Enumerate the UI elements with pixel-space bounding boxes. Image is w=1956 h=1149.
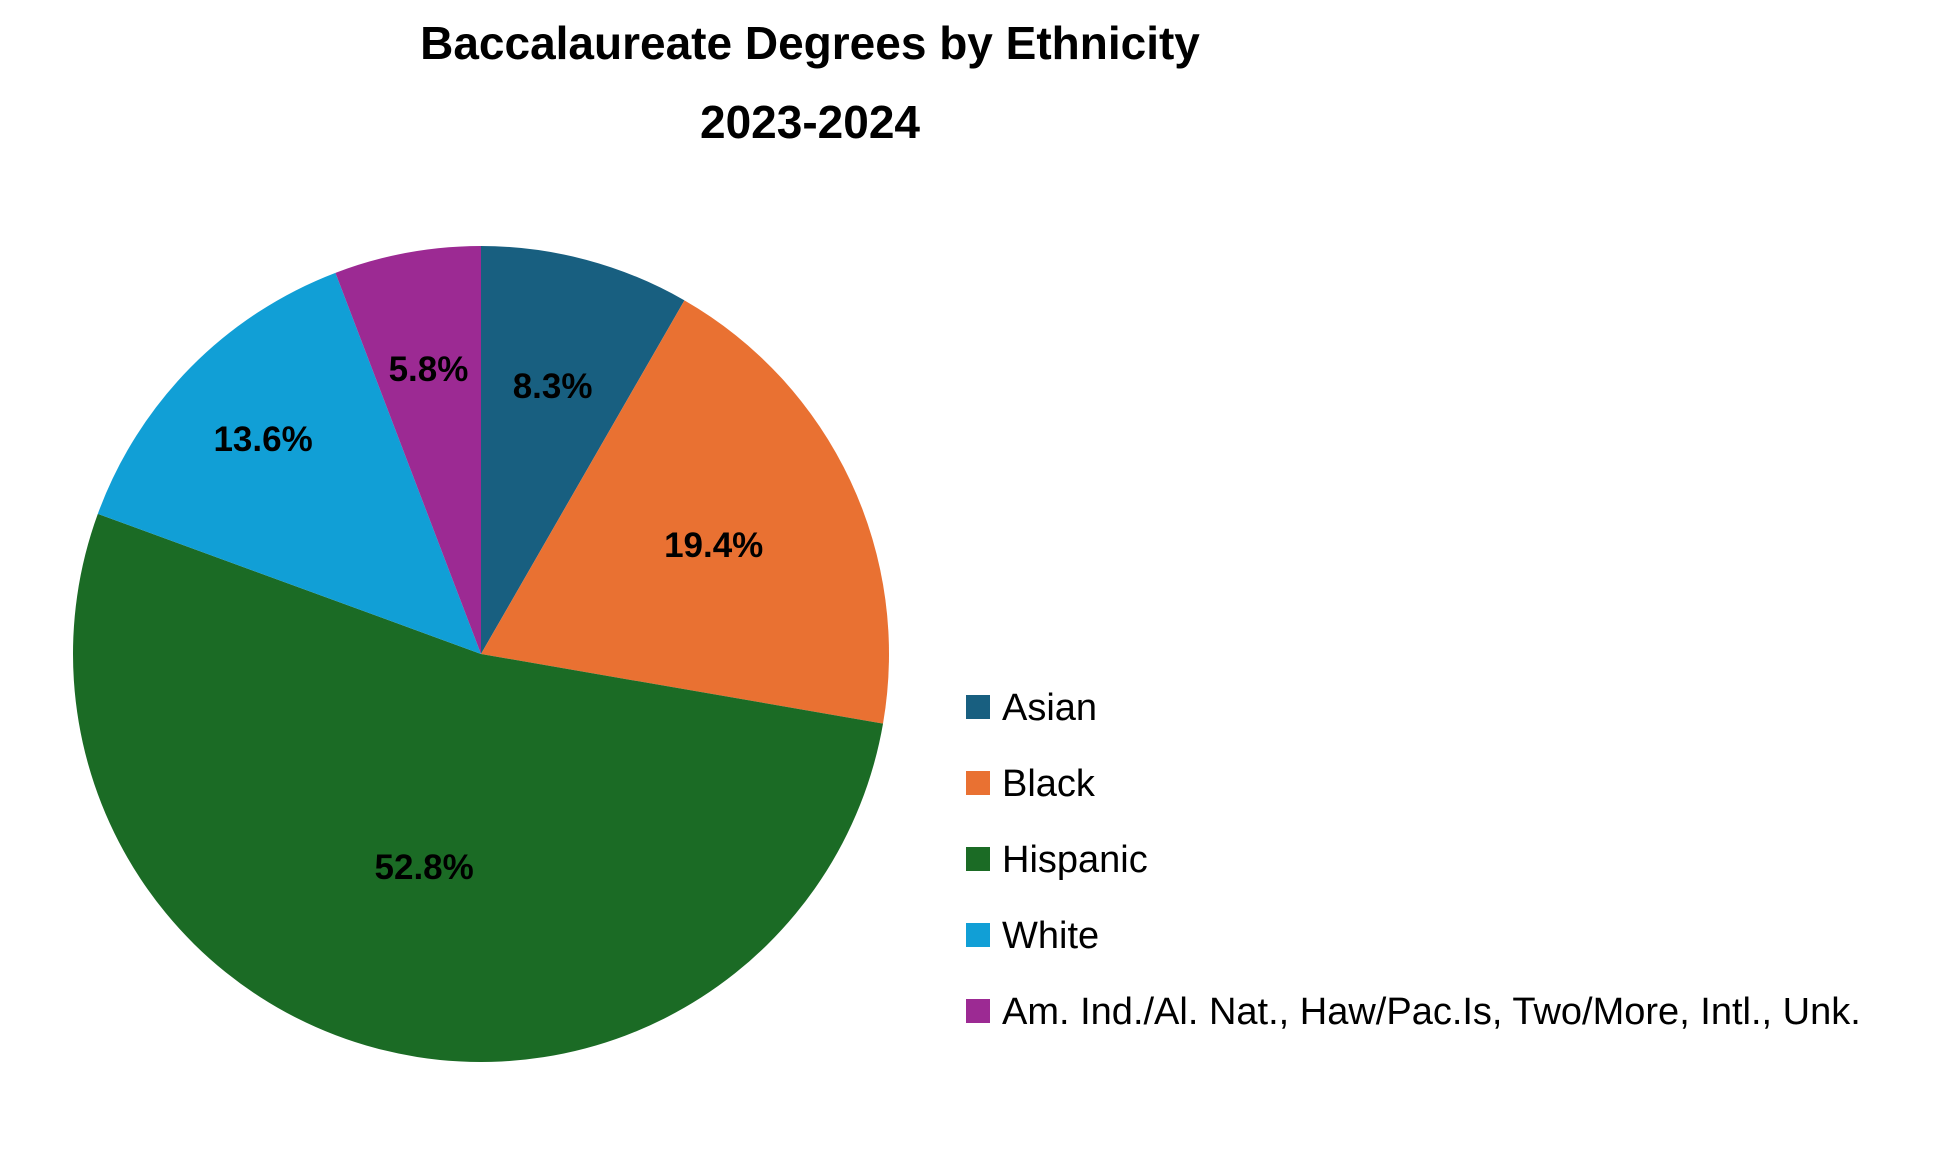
slice-label-hispanic: 52.8%	[375, 848, 474, 887]
pie-slice-am-ind-al-nat-haw-pac-is-two-more-intl-unk	[335, 246, 481, 654]
legend: Asian Black Hispanic White Am. Ind./Al. Nat.…	[966, 687, 1861, 1033]
legend-swatch-black	[966, 771, 990, 795]
legend-swatch-white	[966, 923, 990, 947]
pie-slice-black	[481, 300, 890, 724]
slice-label-asian: 8.3%	[513, 367, 593, 406]
legend-label-am-ind-al-nat-haw-pac-is-two-more-intl-unk: Am. Ind./Al. Nat., Haw/Pac.Is, Two/More,…	[1002, 991, 1861, 1033]
legend-swatch-hispanic	[966, 847, 990, 871]
legend-label-hispanic: Hispanic	[1002, 839, 1148, 881]
chart-title: Baccalaureate Degrees by Ethnicity	[420, 17, 1200, 69]
pie-slice-asian	[481, 246, 685, 654]
legend-label-asian: Asian	[1002, 687, 1097, 729]
legend-swatch-asian	[966, 695, 990, 719]
legend-label-black: Black	[1002, 763, 1096, 805]
slice-labels: 8.3% 19.4% 52.8% 13.6% 5.8%	[213, 350, 763, 887]
pie-slice-white	[97, 272, 481, 654]
legend-label-white: White	[1002, 915, 1099, 957]
pie-slices	[73, 246, 890, 1062]
slice-label-black: 19.4%	[664, 526, 763, 565]
slice-label-white: 13.6%	[213, 420, 312, 459]
pie-slice-hispanic	[73, 513, 884, 1062]
slice-label-am-ind-al-nat-haw-pac-is-two-more-intl-unk: 5.8%	[389, 350, 469, 389]
chart-subtitle: 2023-2024	[700, 96, 920, 148]
legend-swatch-am-ind-al-nat-haw-pac-is-two-more-intl-unk	[966, 999, 990, 1023]
